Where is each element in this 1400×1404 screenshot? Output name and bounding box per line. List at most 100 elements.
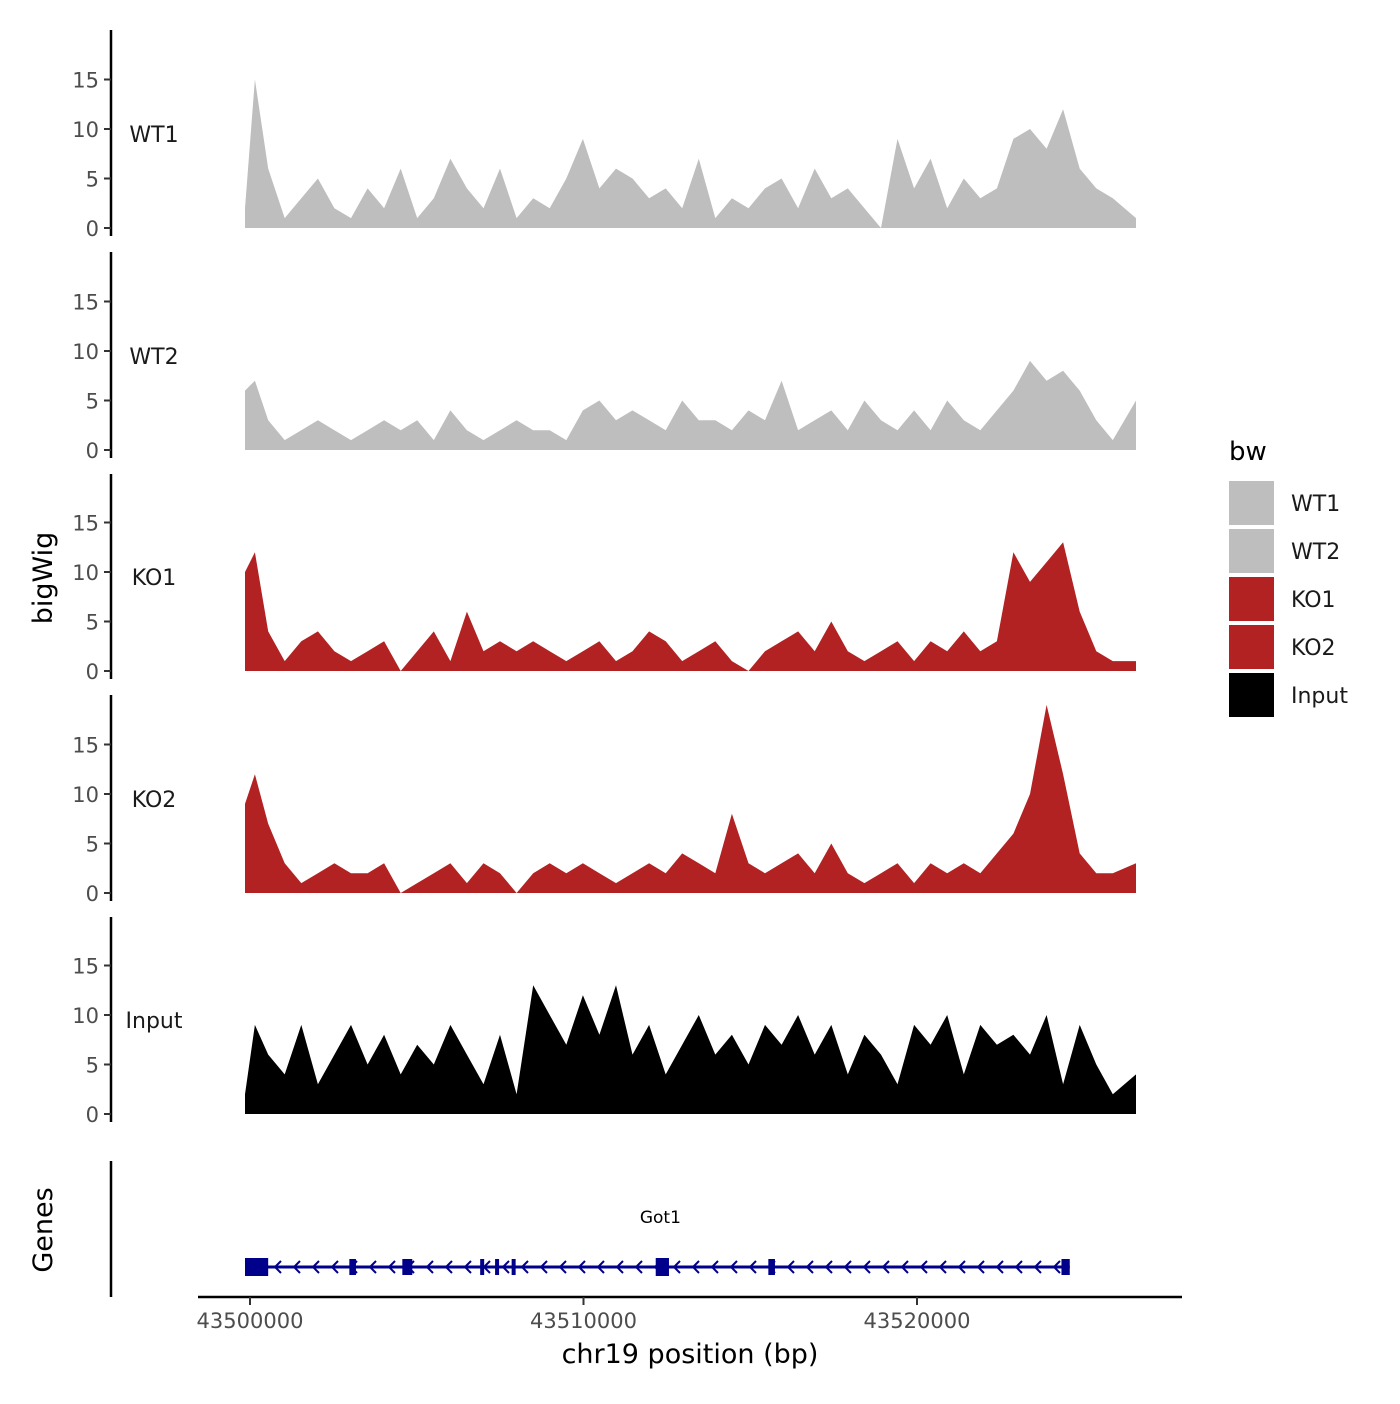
strand-arrow xyxy=(558,1260,567,1274)
y-tick-label: 5 xyxy=(86,833,99,857)
gene-exon xyxy=(480,1259,485,1275)
coverage-area-wt1 xyxy=(245,79,1136,228)
track-ko2: 0 5 10 15 KO2 xyxy=(72,695,1136,906)
strand-arrow xyxy=(672,1260,681,1274)
gene-exon xyxy=(402,1259,413,1275)
x-tick-label: 43500000 xyxy=(197,1309,304,1333)
strand-arrow xyxy=(805,1260,814,1274)
strand-arrow xyxy=(292,1260,301,1274)
y-tick-label: 5 xyxy=(86,1054,99,1078)
x-tick-label: 43520000 xyxy=(864,1309,971,1333)
strand-arrow xyxy=(1014,1260,1023,1274)
gene-exon xyxy=(349,1259,356,1275)
track-label: WT2 xyxy=(129,345,178,370)
y-tick-label: 5 xyxy=(86,390,99,414)
coverage-area-ko1 xyxy=(245,542,1136,671)
y-tick-label: 0 xyxy=(86,439,99,463)
legend-title: bw xyxy=(1229,437,1267,467)
y-tick-label: 0 xyxy=(86,660,99,684)
strand-arrow xyxy=(976,1260,985,1274)
y-tick-label: 10 xyxy=(72,561,99,585)
x-tick-label: 43510000 xyxy=(530,1309,637,1333)
track-label: WT1 xyxy=(129,123,178,148)
legend-swatch-ko2 xyxy=(1229,625,1274,669)
track-label: KO1 xyxy=(132,566,177,591)
strand-arrow xyxy=(900,1260,909,1274)
strand-arrow xyxy=(368,1260,377,1274)
strand-arrow xyxy=(615,1260,624,1274)
track-label: KO2 xyxy=(132,788,177,813)
strand-arrow xyxy=(1052,1260,1061,1274)
strand-arrow xyxy=(463,1260,472,1274)
y-tick-label: 15 xyxy=(72,512,99,536)
coverage-area-input xyxy=(245,985,1136,1114)
y-tick-label: 15 xyxy=(72,69,99,93)
strand-arrow xyxy=(311,1260,320,1274)
strand-arrow xyxy=(539,1260,548,1274)
y-tick-label: 0 xyxy=(86,882,99,906)
strand-arrow xyxy=(729,1260,738,1274)
track-wt2: 0 5 10 15 WT2 xyxy=(72,252,1136,463)
strand-arrow xyxy=(501,1260,510,1274)
strand-arrow xyxy=(634,1260,643,1274)
strand-arrow xyxy=(824,1260,833,1274)
strand-arrow xyxy=(387,1260,396,1274)
y-tick-label: 10 xyxy=(72,783,99,807)
legend-swatch-ko1 xyxy=(1229,577,1274,621)
strand-arrow xyxy=(843,1260,852,1274)
strand-arrow xyxy=(425,1260,434,1274)
legend: bw WT1 WT2 KO1 KO2 Input xyxy=(1229,437,1348,717)
genes-axis-title: Genes xyxy=(28,1187,59,1272)
strand-arrow xyxy=(691,1260,700,1274)
gene-exon xyxy=(495,1259,500,1275)
y-tick-label: 5 xyxy=(86,168,99,192)
gene-exon xyxy=(245,1258,269,1276)
y-tick-label: 0 xyxy=(86,217,99,241)
y-tick-label: 0 xyxy=(86,1103,99,1127)
strand-arrow xyxy=(710,1260,719,1274)
track-label: Input xyxy=(126,1009,183,1034)
strand-arrow xyxy=(520,1260,529,1274)
strand-arrow xyxy=(957,1260,966,1274)
y-axis-title: bigWig xyxy=(28,532,59,625)
strand-arrow xyxy=(748,1260,757,1274)
strand-arrow xyxy=(881,1260,890,1274)
strand-arrow xyxy=(995,1260,1004,1274)
y-tick-label: 10 xyxy=(72,340,99,364)
y-tick-label: 10 xyxy=(72,1004,99,1028)
strand-arrow xyxy=(919,1260,928,1274)
gene-track: Got1 xyxy=(109,1161,1070,1297)
gene-exon xyxy=(511,1259,516,1275)
strand-arrow xyxy=(862,1260,871,1274)
strand-arrow xyxy=(1033,1260,1042,1274)
y-tick-label: 15 xyxy=(72,291,99,315)
track-input: 0 5 10 15 Input xyxy=(72,917,1136,1127)
legend-swatch-wt2 xyxy=(1229,529,1274,573)
legend-label: KO1 xyxy=(1291,588,1336,613)
legend-label: KO2 xyxy=(1291,636,1336,661)
gene-exon xyxy=(1061,1259,1070,1275)
y-tick-label: 15 xyxy=(72,955,99,979)
strand-arrow xyxy=(938,1260,947,1274)
strand-arrow xyxy=(273,1260,282,1274)
y-tick-label: 15 xyxy=(72,734,99,758)
y-tick-label: 10 xyxy=(72,118,99,142)
track-ko1: 0 5 10 15 KO1 xyxy=(72,474,1136,684)
x-axis: 43500000 43510000 43520000 xyxy=(197,1295,1182,1333)
strand-arrow xyxy=(786,1260,795,1274)
gene-exon xyxy=(768,1259,775,1275)
y-tick-label: 5 xyxy=(86,611,99,635)
strand-arrow xyxy=(444,1260,453,1274)
strand-arrow xyxy=(330,1260,339,1274)
coverage-area-ko2 xyxy=(245,704,1136,893)
x-axis-title: chr19 position (bp) xyxy=(562,1339,819,1370)
legend-swatch-input xyxy=(1229,673,1274,717)
track-wt1: 0 5 10 15 WT1 xyxy=(72,30,1136,241)
gene-name-label: Got1 xyxy=(640,1208,681,1228)
legend-swatch-wt1 xyxy=(1229,481,1274,525)
legend-label: Input xyxy=(1291,684,1348,709)
strand-arrow xyxy=(577,1260,586,1274)
legend-label: WT1 xyxy=(1291,492,1340,517)
